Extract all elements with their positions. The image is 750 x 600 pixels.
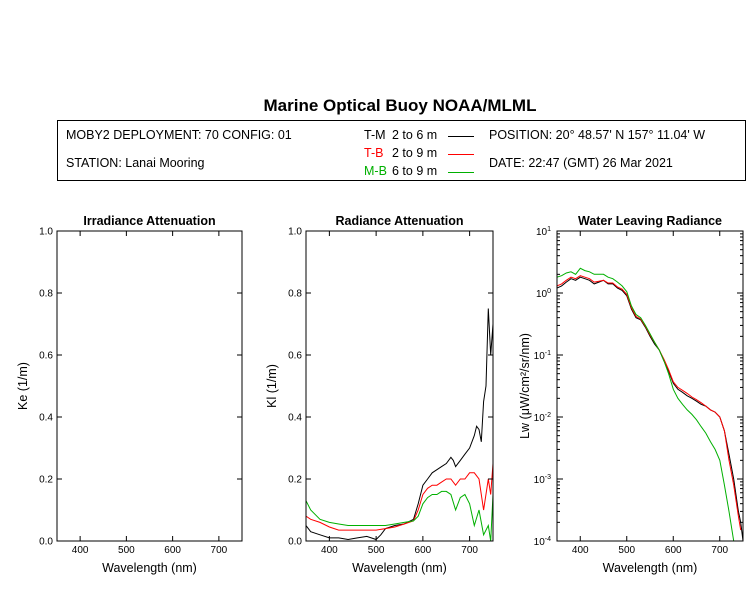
deployment-label: MOBY2 DEPLOYMENT: 70 CONFIG: 01 xyxy=(66,128,292,142)
x-tick-label: 500 xyxy=(368,545,385,556)
legend-line-t-b xyxy=(448,154,474,155)
x-tick-label: 600 xyxy=(665,545,682,556)
x-tick-label: 400 xyxy=(72,545,89,556)
legend-line-m-b xyxy=(448,172,474,173)
x-tick-label: 400 xyxy=(321,545,338,556)
x-tick-label: 500 xyxy=(118,545,135,556)
y-tick-label: 10-4 xyxy=(534,536,551,548)
x-axis-label: Wavelength (nm) xyxy=(603,561,698,575)
position-label: POSITION: 20° 48.57' N 157° 11.04' W xyxy=(489,128,706,142)
x-tick-label: 400 xyxy=(572,545,589,556)
plot-1: Irradiance Attenuation 400 500 600 700 0.0 0.2… xyxy=(16,214,243,575)
plot-2: Radiance Attenuation 400 500 600 700 0.0 0.2 0.… xyxy=(265,214,494,575)
date-label: DATE: 22:47 (GMT) 26 Mar 2021 xyxy=(489,156,673,170)
y-tick-label: 0.4 xyxy=(288,413,302,424)
y-tick-label: 0.6 xyxy=(39,351,53,362)
plot-frame xyxy=(56,230,243,542)
y-tick-label: 10-3 xyxy=(534,474,551,486)
y-tick-label: 0.2 xyxy=(39,475,53,486)
plot-3: Water Leaving Radiance 400 500 600 700 101 100… xyxy=(518,214,744,575)
plot-title: Radiance Attenuation xyxy=(335,214,463,228)
y-tick-label: 0.4 xyxy=(39,413,53,424)
y-axis-label: Ke (1/m) xyxy=(16,362,30,410)
y-tick-label: 0.8 xyxy=(288,289,302,300)
legend-range-m-b: 6 to 9 m xyxy=(392,164,438,178)
x-tick-label: 700 xyxy=(211,545,228,556)
series-line-t-b xyxy=(306,463,493,531)
series-line-t-b xyxy=(557,275,742,531)
page-title: Marine Optical Buoy NOAA/MLML xyxy=(263,96,537,115)
y-tick-label: 1.0 xyxy=(288,227,302,238)
x-tick-label: 600 xyxy=(164,545,181,556)
y-tick-label: 0.2 xyxy=(288,475,302,486)
x-tick-label: 700 xyxy=(461,545,478,556)
y-tick-label: 1.0 xyxy=(39,227,53,238)
plot-title: Irradiance Attenuation xyxy=(83,214,215,228)
plot-title: Water Leaving Radiance xyxy=(578,214,722,228)
x-tick-label: 700 xyxy=(711,545,728,556)
legend-code-m-b: M-B xyxy=(364,164,387,178)
y-tick-label: 0.0 xyxy=(39,537,53,548)
legend-code-t-m: T-M xyxy=(364,128,386,142)
y-tick-label: 0.0 xyxy=(288,537,302,548)
series-line-t-m xyxy=(557,276,743,541)
legend-range-t-m: 2 to 6 m xyxy=(392,128,438,142)
x-tick-label: 600 xyxy=(415,545,432,556)
y-tick-label: 10-2 xyxy=(534,412,551,424)
y-tick-label: 101 xyxy=(536,226,551,238)
y-tick-label: 100 xyxy=(536,288,551,300)
series-line-m-b xyxy=(306,490,493,541)
station-label: STATION: Lanai Mooring xyxy=(66,156,205,170)
plot-frame xyxy=(305,230,494,542)
legend-range-t-b: 2 to 9 m xyxy=(392,146,438,160)
y-tick-label: 0.8 xyxy=(39,289,53,300)
header-info-box xyxy=(57,120,746,181)
series-line-m-b xyxy=(557,267,739,541)
x-axis-label: Wavelength (nm) xyxy=(352,561,447,575)
y-tick-label: 0.6 xyxy=(288,351,302,362)
plot-frame xyxy=(556,230,744,542)
legend-code-t-b: T-B xyxy=(364,146,384,160)
y-axis-label: Kl (1/m) xyxy=(265,364,279,408)
series-line-t-m xyxy=(306,308,493,541)
x-tick-label: 500 xyxy=(618,545,635,556)
y-axis-label: Lw (μW/cm²/sr/nm) xyxy=(518,333,532,439)
y-tick-label: 10-1 xyxy=(534,350,551,362)
legend-line-t-m xyxy=(448,136,474,137)
x-axis-label: Wavelength (nm) xyxy=(102,561,197,575)
